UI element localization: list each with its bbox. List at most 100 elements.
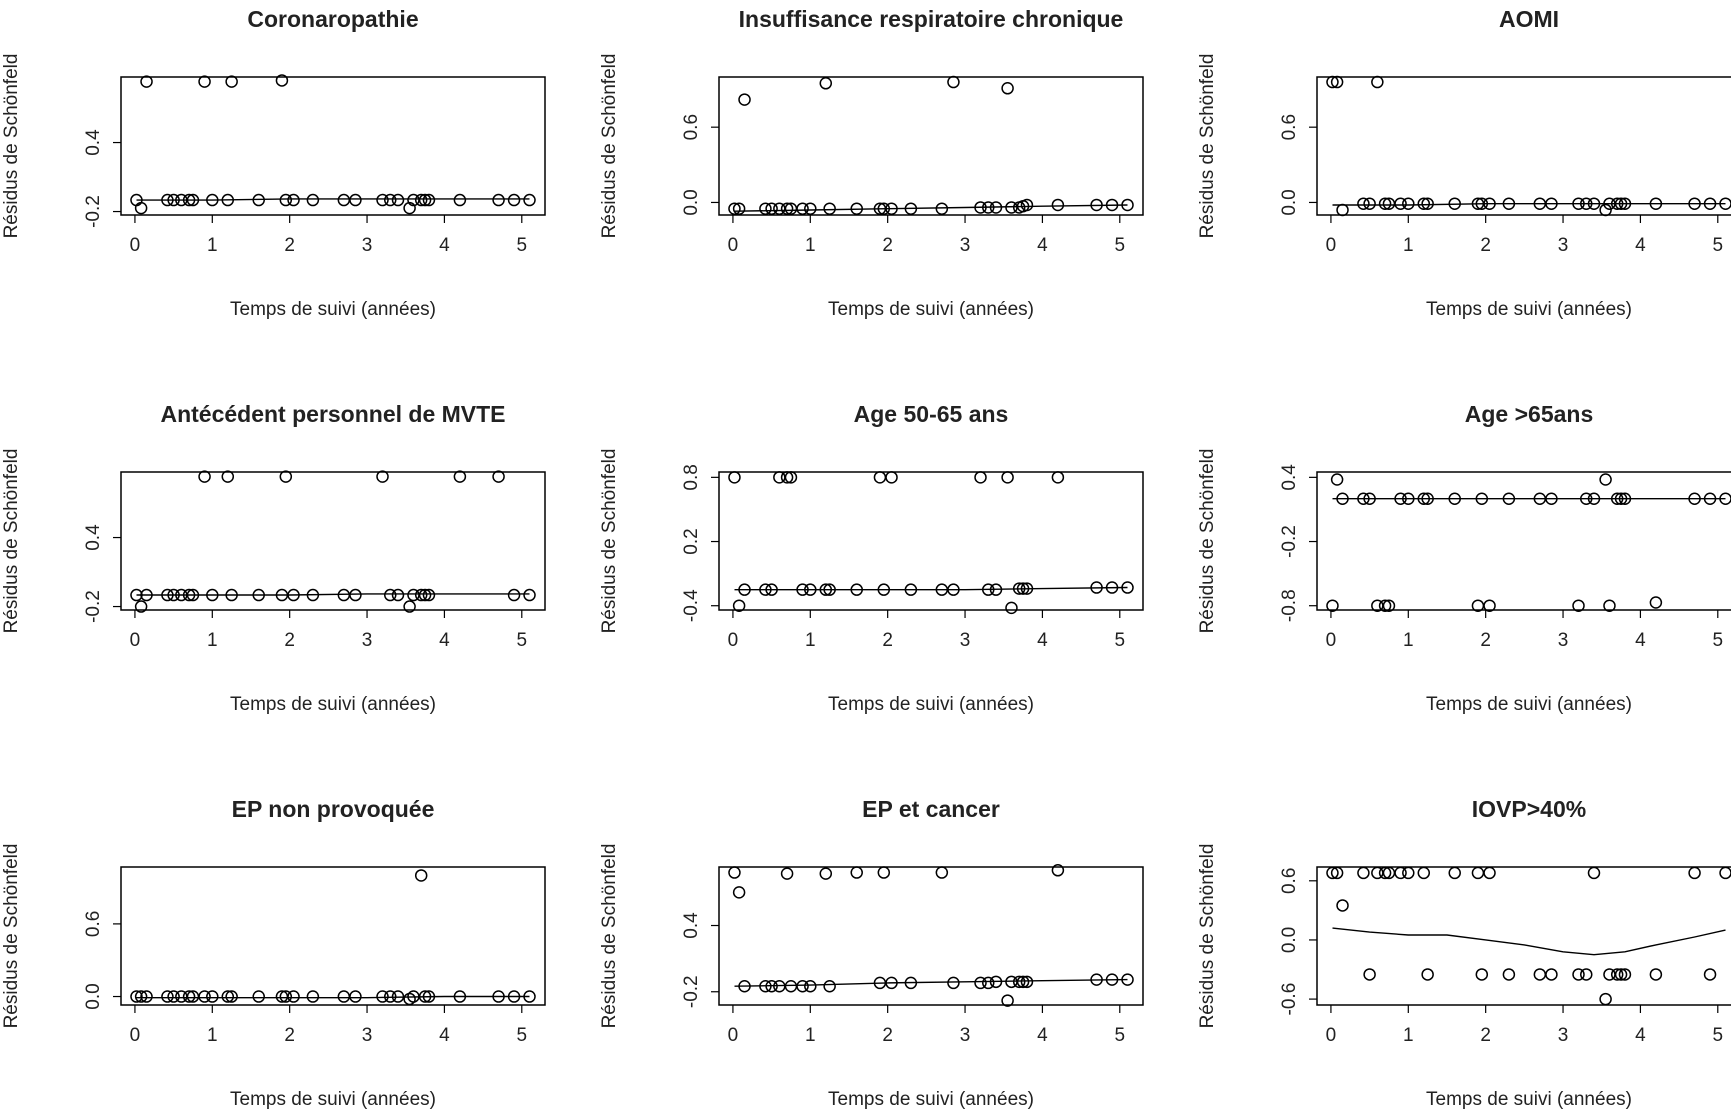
residual-point [134, 201, 148, 215]
y-tick-label: -0.2 [681, 975, 702, 1008]
residual-point [349, 193, 362, 207]
residual-point [982, 976, 995, 990]
residual-point [337, 990, 351, 1003]
y-axis-label: Résidus de Schönfeld [599, 844, 620, 1029]
residual-point [1603, 599, 1616, 612]
residual-point [1599, 473, 1612, 486]
residual-point [1599, 992, 1612, 1006]
residual-point [780, 471, 794, 484]
x-tick-label: 5 [516, 235, 527, 256]
x-tick-label: 4 [439, 630, 450, 651]
residual-point [523, 193, 536, 207]
y-tick-label: 0.0 [1279, 189, 1300, 215]
x-tick-label: 5 [1114, 235, 1125, 256]
smooth-line [136, 198, 530, 201]
residual-point [1483, 866, 1496, 880]
x-tick-label: 2 [284, 235, 295, 256]
x-tick-label: 1 [1403, 1025, 1414, 1046]
x-tick-label: 2 [284, 630, 295, 651]
residual-point [1382, 599, 1396, 612]
x-tick-label: 1 [805, 630, 816, 651]
residual-point [1610, 968, 1624, 981]
x-tick-label: 4 [1635, 630, 1646, 651]
residual-point [1020, 198, 1034, 212]
x-axis-label: Temps de suivi (années) [828, 694, 1034, 715]
residual-point [935, 202, 949, 215]
x-tick-label: 0 [728, 630, 739, 651]
panel-title: IOVP>40% [1472, 796, 1586, 822]
residual-point [1378, 599, 1392, 612]
x-tick-label: 3 [362, 630, 373, 651]
residual-point [1448, 866, 1461, 880]
plot-box [120, 471, 546, 611]
residual-point [225, 990, 238, 1003]
y-tick-label: -0.2 [83, 590, 104, 623]
residual-point [877, 866, 891, 879]
residual-point [1580, 968, 1593, 981]
residual-point [182, 990, 196, 1003]
x-tick-label: 3 [960, 630, 971, 651]
residual-point [349, 990, 362, 1003]
residual-point [732, 599, 746, 612]
x-tick-label: 2 [882, 630, 893, 651]
x-tick-label: 1 [207, 630, 218, 651]
residual-point [1001, 82, 1014, 95]
residual-point [1421, 197, 1434, 210]
smooth-line [734, 978, 1128, 987]
residual-point [1614, 968, 1628, 981]
panel-title: Insuffisance respiratoire chronique [739, 6, 1124, 32]
residual-point [1001, 994, 1014, 1007]
residual-point [414, 193, 428, 207]
x-tick-label: 1 [207, 235, 218, 256]
residual-point [1020, 975, 1034, 989]
residual-point [306, 990, 320, 1003]
plot-box [718, 76, 1144, 216]
x-tick-label: 3 [960, 1025, 971, 1046]
x-tick-label: 2 [882, 1025, 893, 1046]
residual-point [823, 202, 836, 215]
residual-point [453, 470, 467, 483]
panel-title: Age >65ans [1465, 401, 1594, 427]
residual-point [206, 990, 219, 1003]
residual-point [1357, 866, 1370, 880]
y-tick-label: 0.4 [681, 912, 702, 939]
x-tick-label: 2 [882, 235, 893, 256]
residual-point [221, 470, 235, 483]
y-tick-label: -0.2 [83, 195, 104, 228]
residual-point [1326, 599, 1339, 612]
panel-title: Age 50-65 ans [854, 401, 1009, 427]
residual-point [1587, 866, 1601, 880]
residual-point [287, 990, 300, 1003]
residual-point [759, 202, 772, 215]
residual-point [974, 976, 987, 990]
residual-point [422, 193, 436, 207]
residual-point [1371, 75, 1384, 89]
residual-point [728, 866, 741, 879]
y-axis-label: Résidus de Schönfeld [1, 54, 22, 239]
x-tick-label: 4 [1037, 235, 1048, 256]
x-tick-label: 3 [960, 235, 971, 256]
residual-point [130, 990, 143, 1003]
plot-box [120, 866, 546, 1006]
residual-point [1005, 601, 1018, 615]
residual-point [1483, 599, 1496, 612]
x-tick-label: 4 [1037, 1025, 1048, 1046]
residual-point [1417, 866, 1431, 880]
residual-point [1330, 75, 1344, 89]
x-tick-label: 5 [516, 630, 527, 651]
residual-point [1688, 866, 1701, 880]
residual-point [823, 979, 836, 993]
residual-point [403, 600, 416, 613]
panel-title: AOMI [1499, 6, 1559, 32]
plot-box [120, 76, 546, 216]
residual-point [1051, 864, 1065, 877]
residual-point [418, 193, 432, 207]
residual-point [376, 193, 389, 207]
residual-point [1378, 866, 1392, 880]
x-axis-label: Temps de suivi (années) [828, 1089, 1034, 1110]
residual-point [492, 193, 505, 207]
residual-point [275, 74, 289, 87]
residual-point [935, 866, 949, 879]
residual-point [1336, 203, 1349, 217]
